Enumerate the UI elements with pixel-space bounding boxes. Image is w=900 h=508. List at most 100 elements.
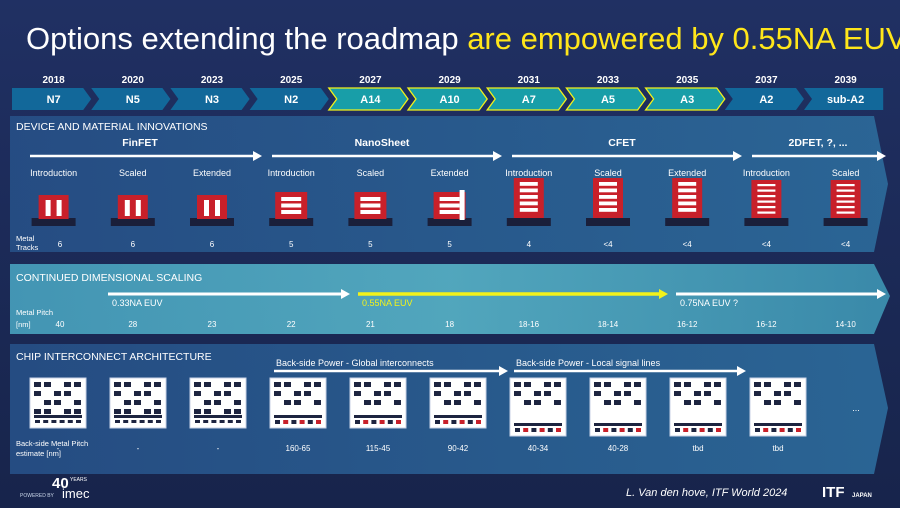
xsec-metal: [314, 382, 321, 387]
metal-tracks-value: 6: [131, 240, 136, 249]
chip-sheet: [599, 208, 617, 212]
chip-fin: [56, 200, 62, 216]
chip-fin: [204, 200, 209, 216]
nanosheet-chip-icon: [269, 192, 314, 226]
xsec-device-layer: [114, 415, 162, 418]
metal-tracks-value: <4: [603, 240, 613, 249]
timeline-chevron: [485, 87, 568, 111]
xsec-backside: [539, 428, 545, 432]
chip-sheet: [757, 200, 776, 203]
xsec-metal: [624, 391, 631, 396]
device-stage-label: Extended: [668, 168, 706, 178]
xsec-metal: [594, 391, 601, 396]
chip-sheet: [836, 189, 855, 192]
2dfet-arrow-head: [877, 151, 886, 161]
metal-pitch-value: 16-12: [756, 320, 777, 329]
chip-sheet: [599, 195, 617, 199]
chip-fin: [135, 200, 141, 216]
xsec-metal: [624, 382, 631, 387]
xsec-contact: [59, 420, 65, 423]
chip-substrate: [506, 218, 551, 226]
front-interconnect-icon: [109, 377, 167, 429]
xsec-contact: [76, 420, 81, 423]
timeline-chevron: [724, 88, 804, 110]
xsec-metal: [34, 409, 41, 414]
xsec-metal: [274, 382, 281, 387]
euv-label: 0.33NA EUV: [112, 298, 163, 308]
chip-sheet: [757, 206, 776, 209]
xsec-metal: [774, 391, 781, 396]
bs-pitch-value: tbd: [692, 444, 703, 453]
bspl-interconnect-icon: [509, 377, 567, 437]
xsec-metal: [204, 409, 211, 414]
metal-pitch-value: 21: [366, 320, 375, 329]
metal-pitch-value: 16-12: [677, 320, 698, 329]
bsp-interconnect-icon: [269, 377, 327, 429]
cfet-arrow-head: [733, 151, 742, 161]
xsec-backside: [291, 420, 297, 424]
bsp-interconnect-icon: [429, 377, 487, 429]
timeline-node: A7: [522, 94, 536, 106]
metal-pitch-label: [nm]: [16, 320, 31, 329]
nanosheet-chip-icon: [348, 192, 393, 226]
years-number: 40: [52, 475, 69, 492]
xsec-backside: [603, 428, 609, 432]
chip-sheet: [439, 197, 460, 201]
xsec-contact: [236, 420, 241, 423]
euv055-arrow-head: [659, 289, 668, 299]
xsec-metal: [134, 400, 141, 405]
xsec-device-layer: [434, 415, 482, 418]
xsec-metal: [594, 382, 601, 387]
xsec-backside: [619, 428, 625, 432]
timeline-node: N3: [205, 94, 219, 106]
xsec-metal: [554, 382, 561, 387]
xsec-metal: [114, 391, 121, 396]
xsec-backside: [595, 428, 600, 432]
xsec-metal: [784, 391, 791, 396]
bspl-interconnect-icon: [589, 377, 647, 437]
imec-logo: POWERED BY 40 YEARS imec: [20, 475, 90, 501]
bspl-interconnect-icon: [669, 377, 727, 437]
xsec-backside: [371, 420, 377, 424]
metal-tracks-value: 5: [368, 240, 373, 249]
timeline-node: A14: [360, 94, 381, 106]
chip-sheet: [836, 200, 855, 203]
timeline-chevron: [170, 88, 250, 110]
bs-pitch-value: 160-65: [286, 444, 311, 453]
xsec-metal: [154, 409, 161, 414]
xsec-metal: [794, 382, 801, 387]
timeline-year: 2039: [834, 75, 857, 86]
bsp-local-arrow-head: [737, 366, 746, 376]
finfet-chip-icon: [190, 195, 234, 226]
xsec-contact: [123, 420, 129, 423]
xsec-metal: [674, 382, 681, 387]
xsec-contact: [139, 420, 145, 423]
chip-sheet: [360, 197, 381, 201]
xsec-backside: [707, 428, 713, 432]
chip-substrate: [427, 218, 472, 226]
device-stage-label: Introduction: [30, 168, 77, 178]
chip-sheet: [519, 208, 538, 212]
xsec-metal: [294, 391, 301, 396]
metal-pitch-value: 18: [445, 320, 454, 329]
xsec-metal: [224, 409, 231, 414]
timeline-year: 2025: [280, 75, 303, 86]
xsec-metal: [64, 382, 71, 387]
bsp-interconnect-icon: [349, 377, 407, 429]
xsec-backside: [387, 420, 393, 424]
chip-sheet: [836, 211, 855, 214]
xsec-device-layer: [34, 415, 82, 418]
timeline-chevron: [249, 88, 329, 110]
device-stage-label: Extended: [193, 168, 231, 178]
chip-sheet: [757, 195, 776, 198]
xsec-metal: [614, 391, 621, 396]
xsec-metal: [204, 400, 211, 405]
xsec-metal: [34, 382, 41, 387]
metal-tracks-label: Metal: [16, 234, 35, 243]
xsec-metal: [134, 391, 141, 396]
xsec-contact: [43, 420, 49, 423]
xsec-frame: [589, 377, 647, 437]
interconnect-ellipsis: ...: [852, 403, 860, 413]
xsec-metal: [614, 400, 621, 405]
xsec-backside: [476, 420, 481, 424]
